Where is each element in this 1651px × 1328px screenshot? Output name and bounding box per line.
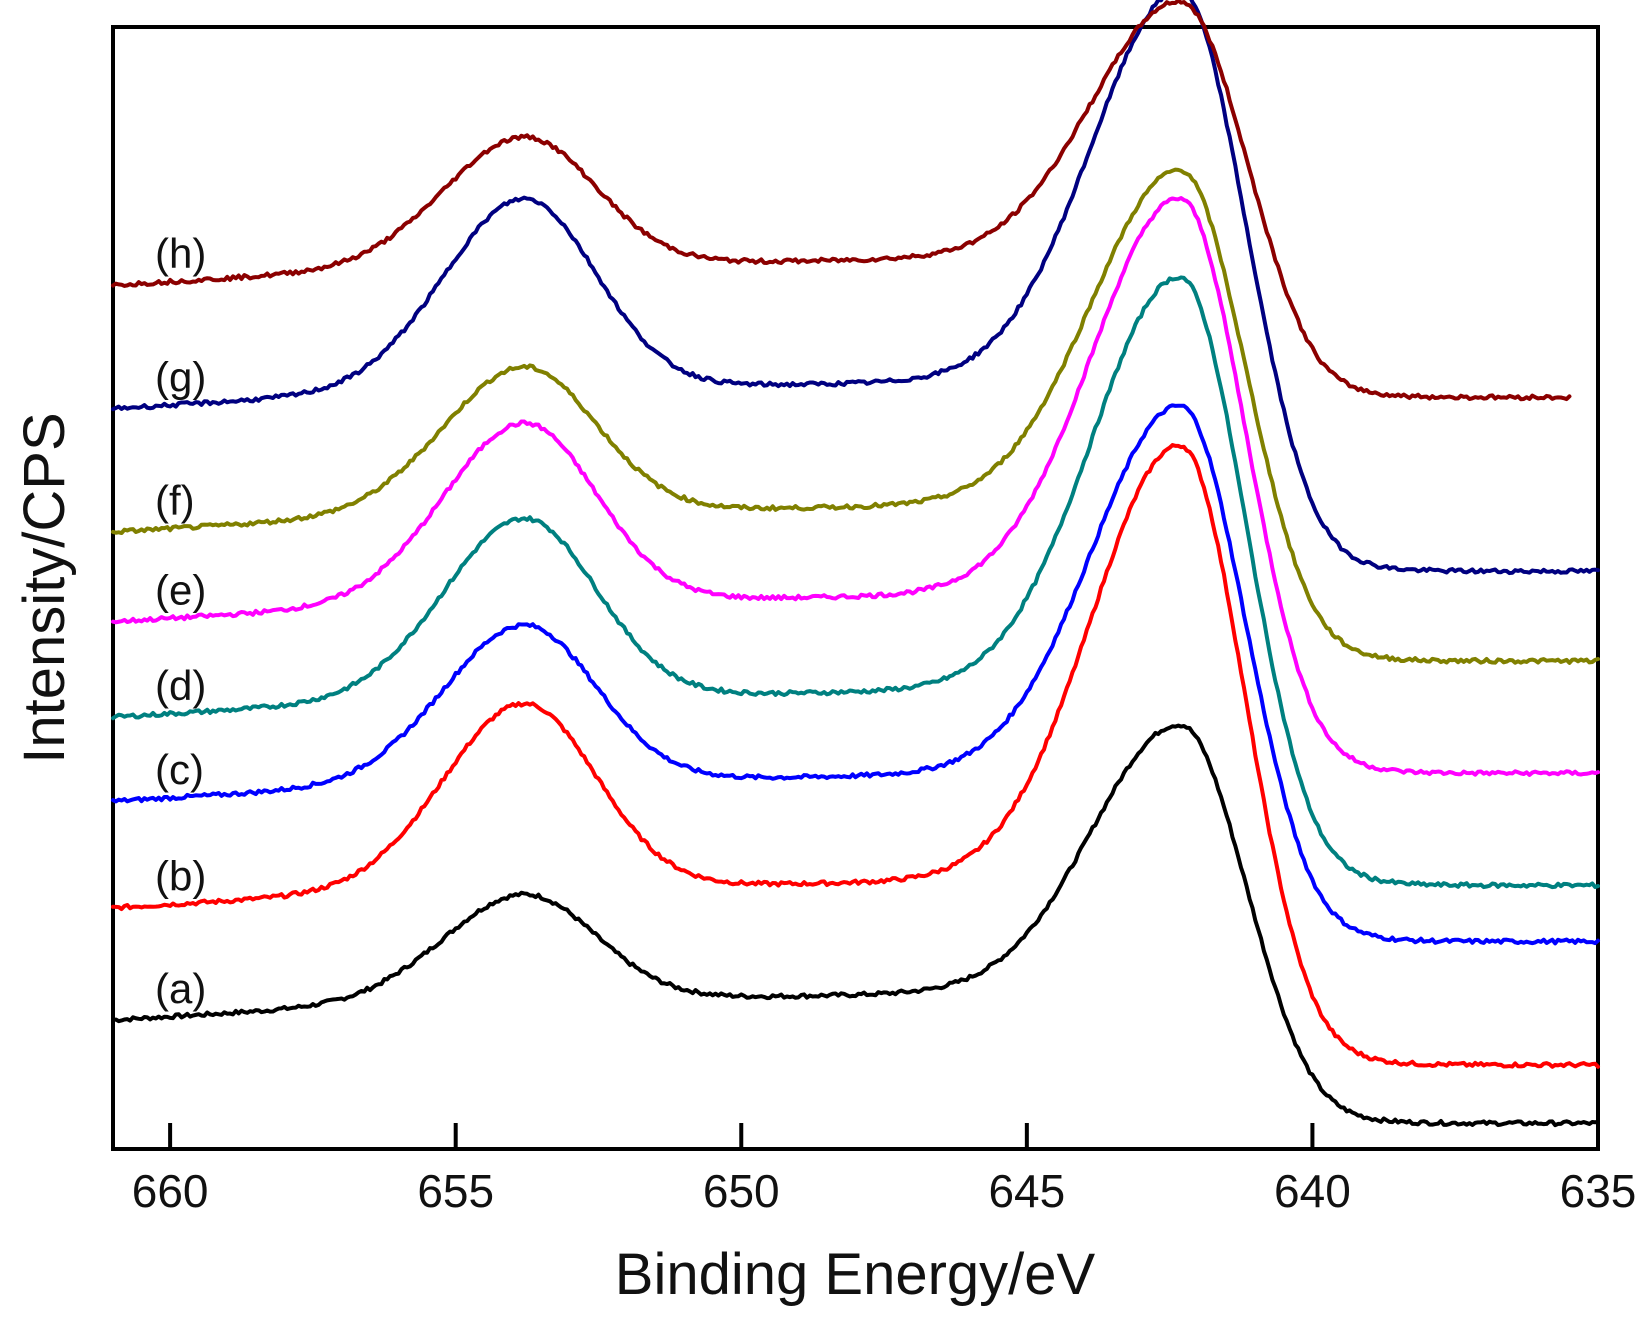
curve-label-d: (d) bbox=[155, 662, 206, 709]
series-line-e bbox=[111, 196, 1600, 777]
series-group bbox=[111, 0, 1600, 1128]
curve-label-g: (g) bbox=[155, 353, 206, 400]
curve-label-a: (a) bbox=[155, 965, 206, 1012]
y-axis-title: Intensity/CPS bbox=[12, 412, 77, 763]
x-tick-label: 640 bbox=[1274, 1165, 1351, 1217]
x-ticks: 660 655 650 645 640 635 bbox=[132, 1123, 1637, 1217]
curve-label-h: (h) bbox=[155, 230, 206, 277]
curve-labels: (a) (b) (c) (d) (e) (f) (g) (h) bbox=[155, 230, 206, 1012]
curve-label-e: (e) bbox=[155, 567, 206, 614]
x-axis-title: Binding Energy/eV bbox=[615, 1242, 1096, 1307]
x-tick-label: 645 bbox=[988, 1165, 1065, 1217]
series-line-b bbox=[111, 443, 1600, 1069]
series-line-d bbox=[111, 275, 1600, 890]
x-tick-label: 650 bbox=[703, 1165, 780, 1217]
x-tick-label: 655 bbox=[417, 1165, 494, 1217]
x-tick-label: 635 bbox=[1560, 1165, 1637, 1217]
series-line-g bbox=[111, 0, 1600, 576]
plot-frame bbox=[111, 25, 1600, 1151]
series-line-h bbox=[111, 0, 1572, 402]
curve-label-f: (f) bbox=[155, 477, 195, 524]
series-line-a bbox=[111, 723, 1600, 1128]
series-line-f bbox=[111, 167, 1600, 665]
x-tick-label: 660 bbox=[132, 1165, 209, 1217]
curve-label-b: (b) bbox=[155, 853, 206, 900]
curve-label-c: (c) bbox=[155, 746, 204, 793]
series-line-c bbox=[111, 403, 1600, 946]
